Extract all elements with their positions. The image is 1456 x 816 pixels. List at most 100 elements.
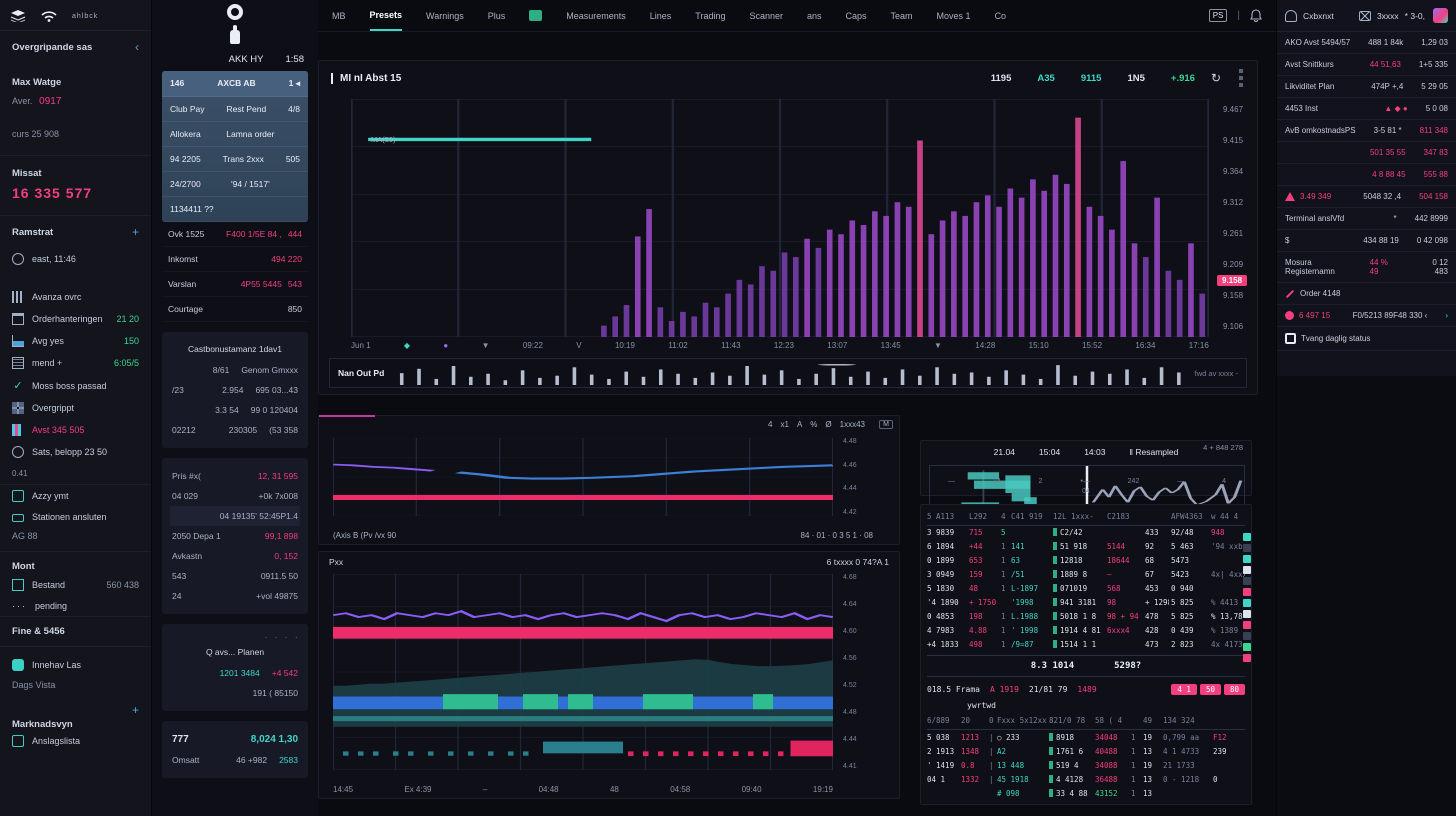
overflow-dots[interactable]: · · · · <box>264 632 300 643</box>
main-plot-area[interactable]: MA(50) 9.467 9.415 9.364 9.312 9.261 9.209 9.1… <box>351 99 1248 337</box>
order-row[interactable]: Courtage 850 <box>162 297 308 322</box>
account-row-4[interactable]: 4453 Inst ▲ ◆ ● 5 0 08 <box>1277 98 1456 120</box>
order-card-row[interactable]: Allokera Lamna order <box>162 122 308 147</box>
mini-tool-1xxx43[interactable]: 1xxx43 <box>839 420 865 429</box>
account-row-3[interactable]: Likviditet Plan 474P +,4 5 29 05 <box>1277 76 1456 98</box>
trades-filter-button[interactable]: 4 1 <box>1171 683 1197 695</box>
account-row-5[interactable]: AvB omkostnadsPS 3-5 81 * 811 348 <box>1277 120 1456 142</box>
collapse-chevron-icon[interactable]: ‹ <box>135 40 139 54</box>
account-row-7[interactable]: 4 8 88 45 555 88 <box>1277 164 1456 186</box>
mini-tool-[interactable]: % <box>810 420 818 429</box>
maximize-icon[interactable]: M <box>879 420 893 429</box>
add-button-2[interactable]: + <box>131 703 139 717</box>
mini-tool-[interactable]: Ø <box>825 420 832 429</box>
nav-tab-caps[interactable]: Caps <box>845 11 867 21</box>
bell-icon[interactable] <box>1250 9 1262 22</box>
account-row-13[interactable]: 6 497 15 F0/5213 89F48 330 ‹ › <box>1277 305 1456 327</box>
sidebar-item-moss-boss-passad[interactable]: ✓ Moss boss passad <box>0 374 151 397</box>
account-row-14[interactable]: Tvang daglig status <box>1277 327 1456 351</box>
account-row-6[interactable]: 501 35 55 347 83 <box>1277 142 1456 164</box>
sidebar-item-sats-belopp-23-50[interactable]: Sats, belopp 23 50 <box>0 441 151 463</box>
chart-icon <box>12 335 24 347</box>
card-cell-b: '94 / 1517' <box>231 179 270 189</box>
nav-tab-icon[interactable] <box>529 0 543 32</box>
order-row[interactable]: Inkomst 494 220 <box>162 247 308 272</box>
orderbook-panel[interactable]: 5 A113 L292 4 C41 919 12L 1xxx- C2183 AFW4363 w… <box>920 504 1252 805</box>
sidebar-item-orderhanteringen[interactable]: Orderhanteringen 21 20 <box>0 308 151 330</box>
sidebar-item-mend-[interactable]: mend + 6:05/5 <box>0 352 151 374</box>
sidebar-item-avanza-ovrc[interactable]: Avanza ovrc <box>0 286 151 308</box>
nav-tab-plus[interactable]: Plus <box>487 11 506 21</box>
sidebar-item-stationen-ansluten[interactable]: Stationen ansluten <box>0 507 151 527</box>
table-cell: 653 <box>969 556 983 565</box>
account-row-left: Tvang daglig status <box>1285 333 1370 344</box>
trades-tab[interactable]: ywrtwd <box>967 700 996 710</box>
nav-tab-warnings[interactable]: Warnings <box>426 11 464 21</box>
lock-item[interactable]: Innehav Las <box>0 647 151 676</box>
nav-tab-trading[interactable]: Trading <box>695 11 726 21</box>
profile-chart-panel[interactable]: 4 + 848 278 21.04 15:04 14:03 ‖ Resampled —… <box>920 440 1252 519</box>
ps-badge[interactable]: PS <box>1208 9 1228 22</box>
trades-filter-button[interactable]: 50 <box>1199 683 1221 695</box>
table-cell: 159 <box>969 570 983 579</box>
table-cell: 13 <box>1143 746 1153 756</box>
order-card-row[interactable]: 146 AXCB AB 1 ◂ <box>162 71 308 97</box>
nav-tab-scanner[interactable]: Scanner <box>749 11 783 21</box>
nav-tab-presets[interactable]: Presets <box>369 0 403 31</box>
nav-tab-ans[interactable]: ans <box>807 11 822 21</box>
table-cell: 34048 <box>1095 732 1118 742</box>
account-row-1[interactable]: AKO Avst 5494/57 488 1 84k 1,29 03 <box>1277 32 1456 54</box>
account-row-2[interactable]: Avst Snittkurs 44 51,63 1+5 335 <box>1277 54 1456 76</box>
mini-tool-a[interactable]: A <box>796 420 803 429</box>
table-cell: 071019 <box>1053 584 1105 593</box>
marknads-item[interactable]: Anslagslista <box>0 730 151 752</box>
price-row: 04 19135' 52:45P1.4 <box>170 506 300 526</box>
account-row-9[interactable]: Terminal anslVfd * 442 8999 <box>1277 208 1456 230</box>
sidebar-collapse-row[interactable]: Overgripande sas ‹ <box>0 30 151 63</box>
omsatt-mid: 46 +982 <box>236 755 268 765</box>
refresh-icon[interactable]: ↻ <box>1210 71 1221 85</box>
card-cell-b: Rest Pend <box>226 104 267 114</box>
order-row-extra: 543 <box>287 279 302 289</box>
mini-tool-x1[interactable]: x1 <box>780 420 789 429</box>
ramstrat-item[interactable]: east, 11:46 <box>0 248 151 270</box>
nav-tab-co[interactable]: Co <box>994 11 1007 21</box>
sidebar-item-avg-yes[interactable]: Avg yes 150 <box>0 330 151 352</box>
mini-tool-4[interactable]: 4 <box>768 420 773 429</box>
nav-tab-mb[interactable]: MB <box>332 11 346 21</box>
account-row-12[interactable]: Order 4148 <box>1277 283 1456 305</box>
avatar[interactable] <box>1433 8 1448 23</box>
indicator-strip[interactable]: Nan Out Pd fwd av xxxx - <box>329 358 1247 388</box>
trades-filter-button[interactable]: 80 <box>1223 683 1245 695</box>
nav-tab-team[interactable]: Team <box>890 11 913 21</box>
order-card[interactable]: 146 AXCB AB 1 ◂ Club Pay Rest Pend 4/8 Alloker… <box>162 71 308 222</box>
nav-tab-measurements[interactable]: Measurements <box>566 11 626 21</box>
account-row-8[interactable]: 3.49 349 5048 32 ,4 504 158 <box>1277 186 1456 208</box>
mini-chart-panel[interactable]: 4 x1 A% Ø 1xxx43 M 4.48 4.46 4.44 4.42 (Axis B … <box>318 415 900 545</box>
kebab-menu-icon[interactable] <box>1237 67 1245 89</box>
order-card-row[interactable]: 24/2700 '94 / 1517' <box>162 172 308 197</box>
account-row-right: 1,29 03 <box>1421 38 1448 47</box>
secondary-axis-label: 4.56 <box>843 655 857 662</box>
order-card-row[interactable]: 94 2205 Trans 2xxx 505 <box>162 147 308 172</box>
secondary-chart-panel[interactable]: Pxx 6 txxxx 0 74?A 1 4.68 4.64 4.60 4.56 4.5… <box>318 551 900 799</box>
ramstrat-block: Ramstrat + east, 11:46 <box>0 215 151 270</box>
account-row-11[interactable]: Mosura Registernamn 44 % 49 0 12 483 <box>1277 252 1456 283</box>
order-card-row[interactable]: 1134411 ?? <box>162 197 308 222</box>
account-row-10[interactable]: $434 88 19 0 42 098 <box>1277 230 1456 252</box>
mont-item[interactable]: Bestand 560 438 <box>0 574 151 596</box>
order-card-row[interactable]: Club Pay Rest Pend 4/8 <box>162 97 308 122</box>
sidebar-item-overgrippt[interactable]: Overgrippt <box>0 397 151 419</box>
add-button[interactable]: + <box>131 225 139 239</box>
table-cell: 49 <box>1143 716 1153 725</box>
sidebar-item-avst-345-505[interactable]: Avst 345 505 <box>0 419 151 441</box>
nav-tab-lines[interactable]: Lines <box>649 11 672 21</box>
order-row[interactable]: Ovk 1525 F400 1/5E 84 , 444 <box>162 222 308 247</box>
plan-title: Q avs... Planen <box>205 647 265 657</box>
sidebar-item-azzy-ymt[interactable]: Azzy ymt <box>0 485 151 507</box>
nav-tab-moves-1[interactable]: Moves 1 <box>936 11 971 21</box>
order-row[interactable]: Varslan 4P55 5445 543 <box>162 272 308 297</box>
days-label: Dags Vista <box>12 680 56 690</box>
price-row-label: 24 <box>172 591 182 601</box>
